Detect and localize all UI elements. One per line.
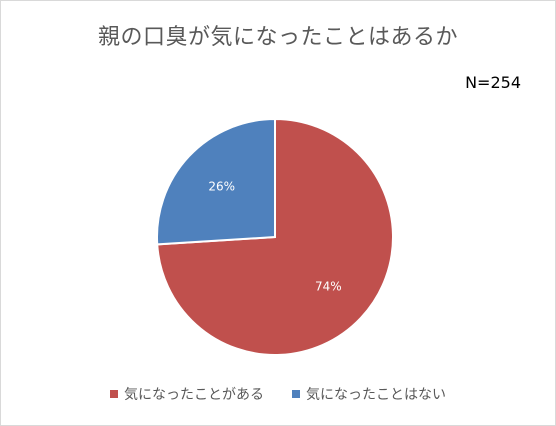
pie-slices-group: 74% 26% [156,117,394,356]
legend: 気になったことがある 気になったことはない [1,384,555,404]
sample-size-note: N=254 [465,73,521,92]
legend-item-yes: 気になったことがある [110,384,264,404]
chart-title: 親の口臭が気になったことはあるか [97,25,458,50]
legend-label-yes: 気になったことがある [124,387,264,403]
legend-label-no: 気になったことはない [306,387,446,403]
legend-swatch-no [292,390,300,398]
slice-label-no: 26% [208,179,235,193]
legend-item-no: 気になったことはない [292,384,446,404]
slice-label-yes: 74% [315,280,342,294]
legend-swatch-yes [110,390,118,398]
pie-slice-no [156,117,276,246]
